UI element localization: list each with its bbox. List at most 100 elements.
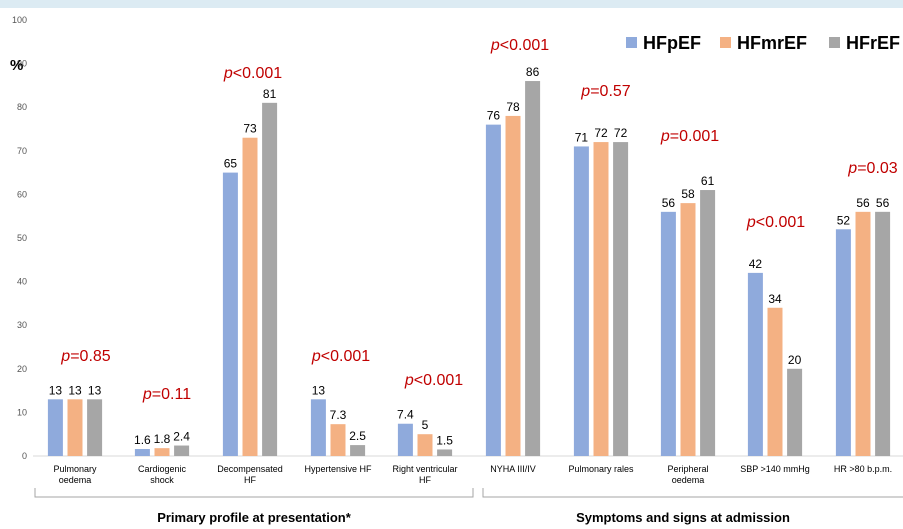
legend-label-hfpef: HFpEF — [643, 33, 701, 53]
p-value-label: p=0.03 — [847, 160, 897, 177]
data-label: 34 — [768, 292, 782, 306]
category-label: Pulmonary — [53, 464, 97, 474]
bar-hfpef — [485, 124, 501, 456]
y-tick-label: 90 — [17, 59, 27, 69]
data-label: 1.6 — [134, 433, 151, 447]
bar-hfmref — [242, 137, 258, 456]
bar-hfpef — [397, 423, 413, 456]
category-label: Hypertensive HF — [304, 464, 372, 474]
group-label: Symptoms and signs at admission — [576, 510, 790, 525]
legend-swatch-hfref — [829, 37, 840, 48]
data-label: 78 — [506, 100, 520, 114]
bar-hfref — [350, 445, 366, 456]
bar-hfmref — [855, 211, 871, 456]
group-label: Primary profile at presentation* — [157, 510, 352, 525]
y-tick-label: 80 — [17, 102, 27, 112]
category-label: Cardiogenic — [138, 464, 187, 474]
data-label: 81 — [263, 87, 277, 101]
category-label: Pulmonary rales — [568, 464, 634, 474]
bar-hfpef — [134, 449, 150, 456]
bar-hfref — [787, 368, 803, 456]
category-label: SBP >140 mmHg — [740, 464, 810, 474]
category-label: shock — [150, 475, 174, 485]
category-label: NYHA III/IV — [490, 464, 536, 474]
p-value-label: p=0.85 — [60, 348, 110, 365]
data-label: 76 — [487, 109, 501, 123]
bar-hfmref — [505, 115, 521, 457]
data-label: 13 — [312, 383, 326, 397]
y-tick-label: 20 — [17, 364, 27, 374]
data-label: 2.4 — [173, 430, 190, 444]
bar-hfpef — [747, 272, 763, 456]
data-label: 7.3 — [330, 408, 347, 422]
bar-hfref — [87, 399, 103, 456]
data-label: 73 — [243, 122, 257, 136]
bar-hfpef — [835, 229, 851, 456]
bar-hfref — [875, 211, 891, 456]
bar-hfref — [613, 142, 629, 456]
bar-hfref — [525, 81, 541, 456]
p-value-label: p=0.001 — [660, 128, 719, 145]
bar-hfref — [262, 102, 278, 456]
data-label: 13 — [68, 383, 82, 397]
category-label: Peripheral — [667, 464, 708, 474]
data-label: 58 — [681, 187, 695, 201]
y-tick-label: 10 — [17, 407, 27, 417]
group-bracket — [482, 488, 903, 498]
p-value-label: p=0.57 — [580, 83, 630, 100]
y-tick-label: 50 — [17, 233, 27, 243]
bar-hfpef — [660, 211, 676, 456]
bar-hfmref — [417, 434, 433, 456]
data-label: 5 — [422, 418, 429, 432]
data-label: 20 — [788, 353, 802, 367]
group-bracket — [34, 488, 474, 498]
data-label: 42 — [749, 257, 763, 271]
y-tick-label: 100 — [12, 15, 27, 25]
y-tick-label: 40 — [17, 277, 27, 287]
data-label: 13 — [88, 383, 102, 397]
y-tick-label: 0 — [22, 451, 27, 461]
data-label: 56 — [662, 196, 676, 210]
bar-hfpef — [47, 399, 63, 456]
bar-hfpef — [222, 172, 238, 456]
legend-label-hfref: HFrEF — [846, 33, 900, 53]
legend-label-hfmref: HFmrEF — [737, 33, 807, 53]
legend-swatch-hfpef — [626, 37, 637, 48]
bar-hfref — [174, 445, 190, 456]
bar-hfmref — [330, 424, 346, 456]
data-label: 7.4 — [397, 408, 414, 422]
y-tick-label: 70 — [17, 146, 27, 156]
category-label: HF — [419, 475, 431, 485]
p-value-label: p<0.001 — [404, 372, 463, 389]
category-label: Decompensated — [217, 464, 283, 474]
data-label: 13 — [49, 383, 63, 397]
bar-hfmref — [593, 142, 609, 456]
top-band — [0, 0, 903, 8]
data-label: 56 — [856, 196, 870, 210]
data-label: 72 — [614, 126, 628, 140]
data-label: 1.8 — [154, 432, 171, 446]
data-label: 86 — [526, 65, 540, 79]
bar-hfref — [700, 190, 716, 457]
p-value-label: p<0.001 — [490, 37, 549, 54]
p-value-label: p<0.001 — [223, 65, 282, 82]
legend-swatch-hfmref — [720, 37, 731, 48]
data-label: 65 — [224, 157, 238, 171]
bar-hfmref — [680, 203, 696, 456]
y-tick-label: 60 — [17, 189, 27, 199]
bar-hfpef — [310, 399, 326, 456]
category-label: oedema — [672, 475, 705, 485]
y-tick-label: 30 — [17, 320, 27, 330]
data-label: 56 — [876, 196, 890, 210]
category-label: HF — [244, 475, 256, 485]
y-axis-unit: % — [10, 57, 23, 74]
data-label: 52 — [837, 213, 851, 227]
category-label: HR >80 b.p.m. — [834, 464, 892, 474]
data-label: 72 — [594, 126, 608, 140]
data-label: 61 — [701, 174, 715, 188]
category-label: Right ventricular — [392, 464, 457, 474]
bar-hfmref — [154, 448, 170, 456]
data-label: 71 — [575, 130, 589, 144]
p-value-label: p=0.11 — [142, 386, 191, 403]
